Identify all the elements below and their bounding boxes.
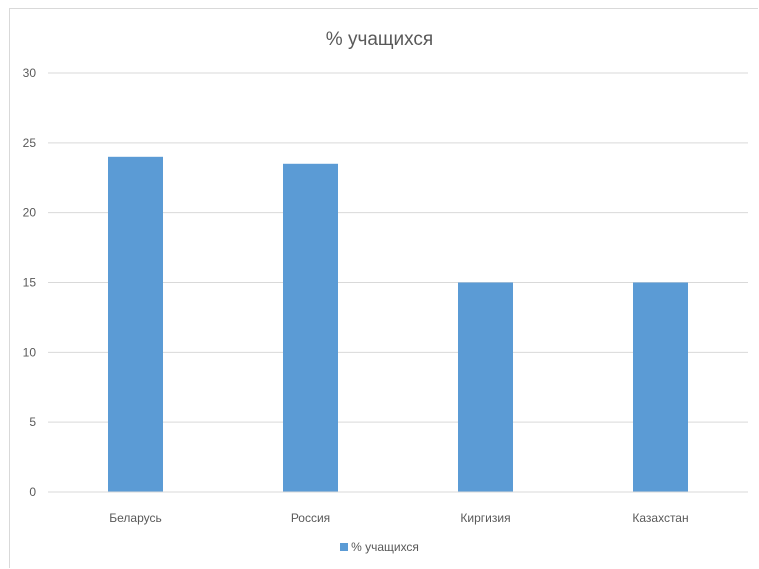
x-tick-label: Россия [291, 511, 330, 525]
bar [283, 163, 338, 493]
x-tick-label: Киргизия [460, 511, 510, 525]
legend-swatch [340, 543, 349, 551]
bar [108, 156, 163, 493]
chart-title: % учащихся [325, 29, 434, 50]
y-tick-label: 25 [23, 136, 37, 150]
y-tick-label: 20 [23, 206, 37, 220]
y-tick-label: 0 [29, 485, 36, 499]
x-tick-label: Казахстан [632, 511, 688, 525]
bar [633, 282, 688, 492]
x-tick-label: Беларусь [109, 511, 161, 525]
y-tick-label: 30 [23, 66, 37, 80]
legend-label: % учащихся [351, 540, 419, 554]
y-tick-label: 5 [29, 415, 36, 429]
y-tick-label: 10 [23, 345, 37, 359]
bar [458, 282, 513, 492]
y-tick-label: 15 [23, 276, 37, 290]
chart-legend: % учащихся [0, 540, 759, 554]
